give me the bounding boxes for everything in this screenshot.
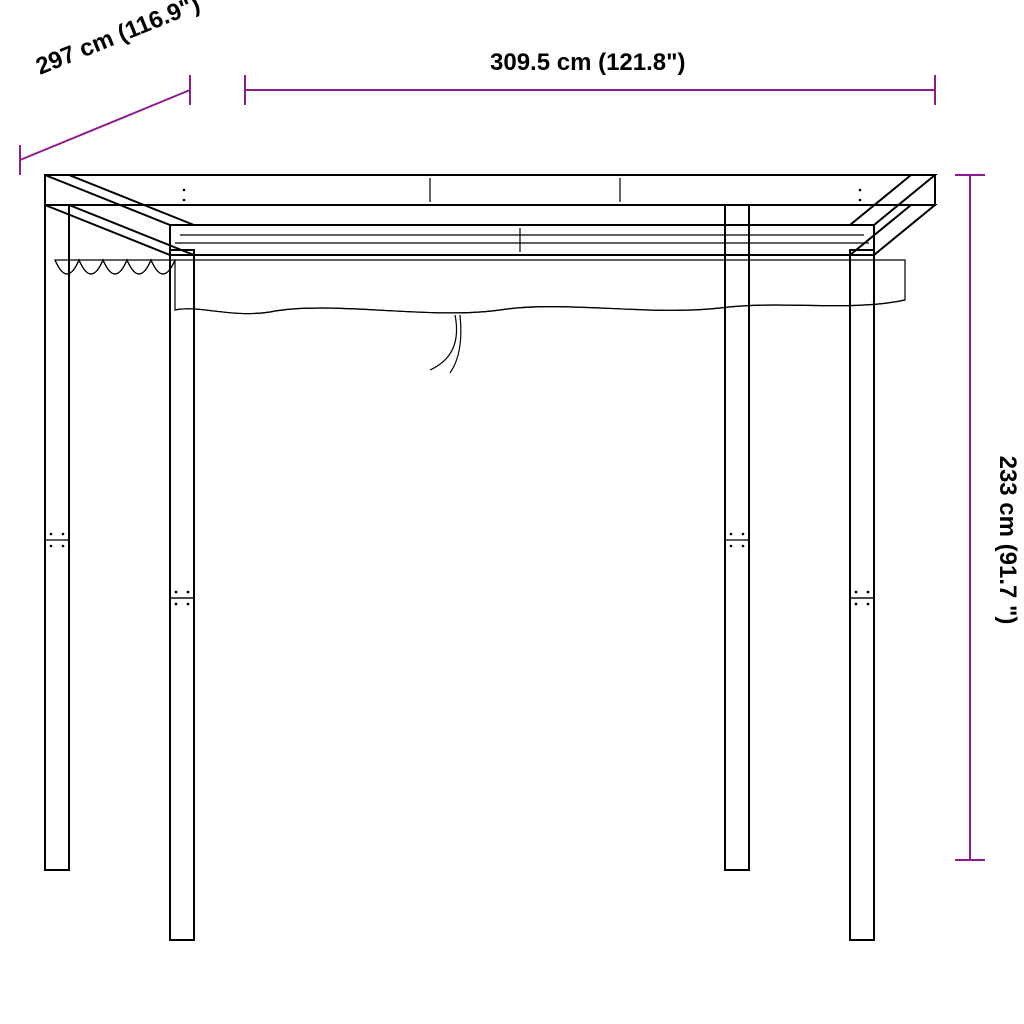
- dimension-diagram: 297 cm (116.9") 309.5 cm (121.8") 233 cm…: [0, 0, 1024, 1024]
- dim-depth-line: [20, 90, 190, 160]
- dim-depth-label: 297 cm (116.9"): [32, 0, 204, 81]
- dim-height-label: 233 cm (91.7 "): [994, 456, 1021, 625]
- leg-front-left: [170, 250, 194, 940]
- canopy: [55, 260, 905, 373]
- legs-front-overlay: [170, 255, 874, 940]
- leg-back-left: [45, 205, 69, 870]
- dim-width: 309.5 cm (121.8"): [245, 49, 935, 105]
- leg-back-right: [725, 205, 749, 870]
- pergola: [45, 175, 935, 940]
- leg-front-right: [850, 250, 874, 940]
- top-frame: [45, 175, 935, 255]
- dim-height: 233 cm (91.7 "): [955, 175, 1021, 860]
- dim-width-label: 309.5 cm (121.8"): [490, 49, 686, 76]
- dim-depth: 297 cm (116.9"): [20, 0, 204, 175]
